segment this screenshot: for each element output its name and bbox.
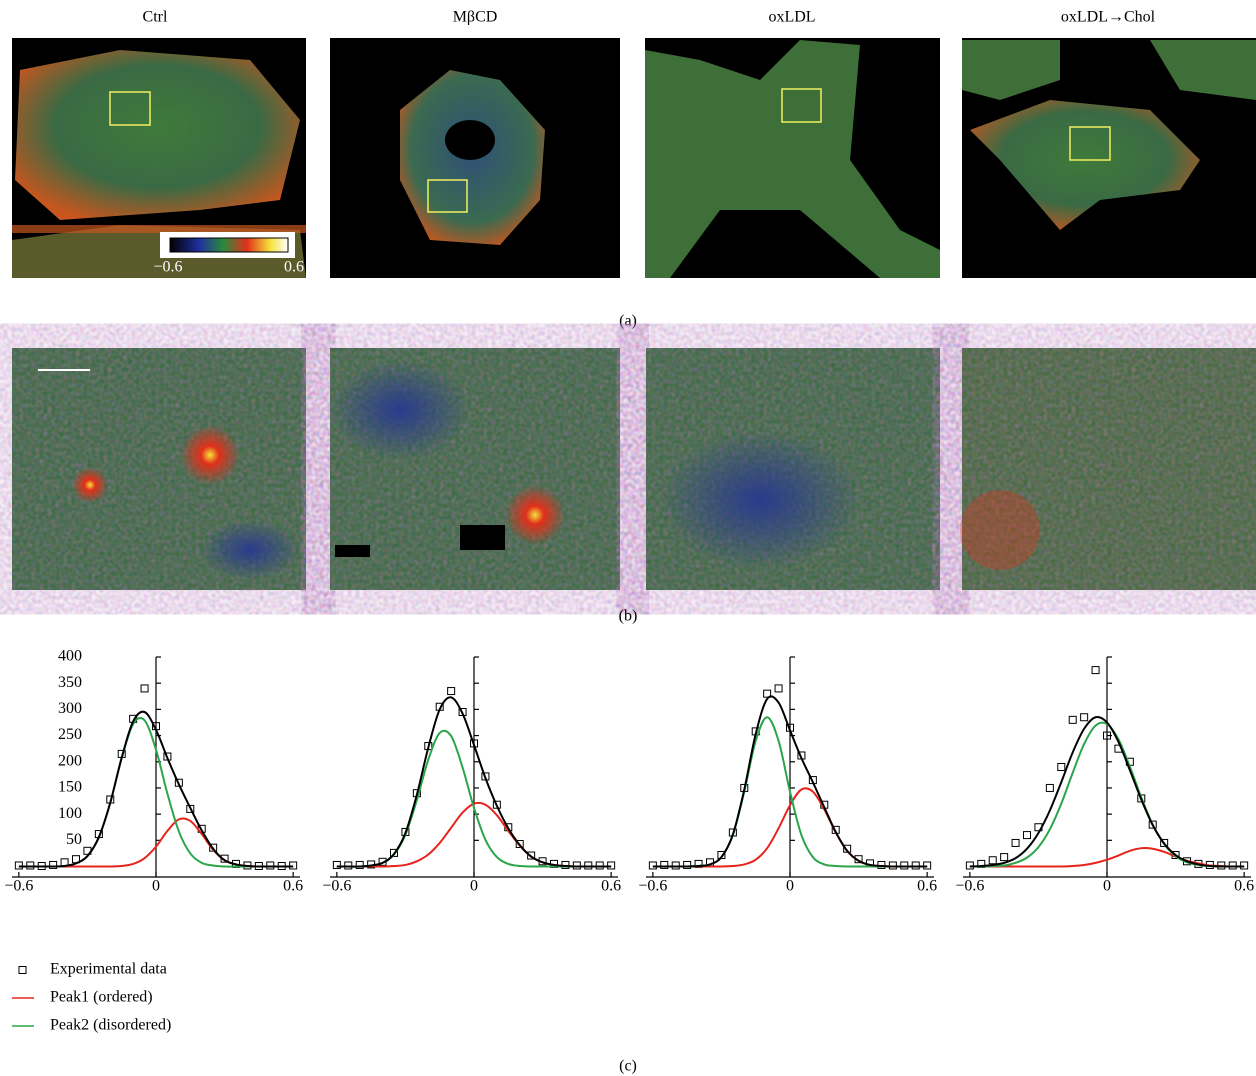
legend-label: Peak2 (disordered) [50, 1017, 171, 1034]
data-point [140, 684, 149, 693]
y-tick-label: 100 [58, 805, 82, 822]
y-tick-label: 300 [58, 700, 82, 717]
data-point [26, 861, 35, 870]
data-point [1091, 666, 1100, 675]
colorbar-label: −0.6 [153, 259, 182, 276]
data-point [266, 861, 275, 870]
y-tick-label: 200 [58, 752, 82, 769]
panel-label: (a) [619, 313, 637, 330]
x-tick-label: 0 [786, 878, 794, 895]
data-point [988, 856, 997, 865]
legend-marker [18, 966, 27, 974]
data-point [527, 851, 536, 860]
data-point [289, 861, 298, 870]
data-point [1057, 763, 1066, 771]
data-point [1148, 820, 1157, 829]
column-title: Ctrl [143, 9, 168, 26]
data-point [49, 860, 58, 869]
curve [969, 847, 1245, 868]
data-point [584, 861, 593, 870]
x-tick-label: 0 [152, 878, 160, 895]
column-title: MβCD [453, 9, 498, 26]
data-point [492, 800, 501, 809]
data-point [1160, 838, 1169, 847]
column-title: oxLDL→Chol [1061, 9, 1156, 26]
data-point [1023, 831, 1031, 840]
data-point [911, 861, 920, 870]
y-tick-label: 350 [58, 674, 82, 691]
x-tick-label: −0.6 [638, 878, 667, 895]
legend-label: Experimental data [50, 961, 167, 978]
data-point [1080, 713, 1089, 722]
data-point [1045, 783, 1054, 792]
y-tick-label: 400 [58, 648, 82, 665]
y-tick-label: 50 [66, 831, 82, 848]
data-point [447, 687, 456, 696]
data-point [332, 860, 341, 869]
colorbar-label: 0.6 [284, 259, 304, 276]
x-tick-label: 0.6 [601, 878, 621, 895]
x-tick-label: 0.6 [917, 878, 937, 895]
data-point [1240, 861, 1249, 870]
curve [336, 696, 612, 868]
x-tick-label: −0.6 [4, 878, 33, 895]
x-tick-label: 0 [470, 878, 478, 895]
data-point [923, 861, 932, 870]
data-point [515, 840, 524, 848]
micrograph-row-b [12, 348, 1256, 590]
data-point [660, 860, 669, 869]
data-point [683, 860, 692, 869]
column-title: oxLDL [768, 9, 815, 26]
x-tick-label: 0.6 [1234, 878, 1254, 895]
data-point [186, 804, 195, 813]
x-tick-label: 0 [1103, 878, 1111, 895]
data-point [355, 860, 364, 869]
x-tick-label: −0.6 [322, 878, 351, 895]
x-tick-label: 0.6 [283, 878, 303, 895]
data-point [14, 861, 23, 870]
panel-label: (b) [619, 608, 638, 625]
data-point [607, 861, 616, 870]
data-point [763, 689, 772, 698]
data-point [1000, 853, 1009, 862]
data-point [1103, 731, 1111, 740]
data-point [900, 861, 909, 870]
legend-label: Peak1 (ordered) [50, 989, 153, 1006]
curve [18, 710, 294, 868]
curve [969, 715, 1245, 868]
panel-label: (c) [619, 1058, 637, 1075]
data-point [390, 848, 398, 857]
data-point [648, 861, 657, 870]
curve [652, 695, 928, 868]
y-tick-label: 250 [58, 726, 82, 743]
data-point [1068, 715, 1077, 724]
legend: Experimental data Peak1 (ordered) Peak2 (d… [12, 961, 171, 1034]
data-point [774, 684, 783, 693]
data-point [671, 861, 680, 870]
y-tick-label: 150 [58, 779, 82, 796]
micrograph-row-a: −0.6 0.6 [12, 38, 1256, 278]
data-point [1011, 838, 1020, 847]
data-point [344, 861, 353, 870]
data-point [595, 861, 604, 870]
x-tick-label: −0.6 [955, 878, 984, 895]
